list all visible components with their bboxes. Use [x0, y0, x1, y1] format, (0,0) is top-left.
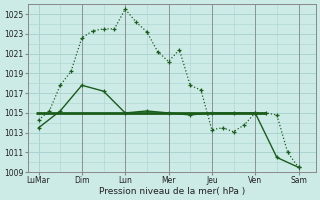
- X-axis label: Pression niveau de la mer( hPa ): Pression niveau de la mer( hPa ): [99, 187, 245, 196]
